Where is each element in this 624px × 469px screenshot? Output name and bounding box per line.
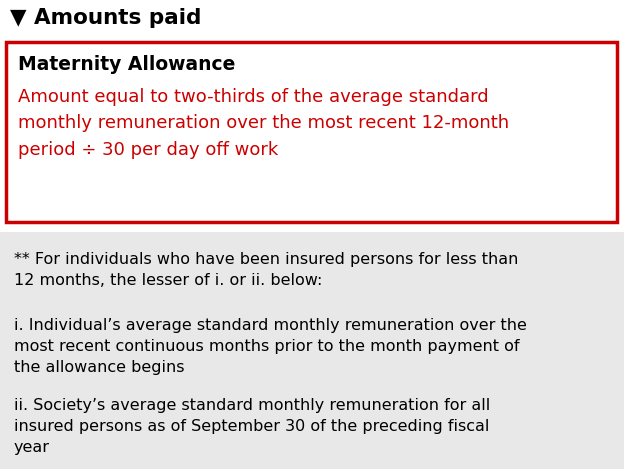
- Text: ** For individuals who have been insured persons for less than
12 months, the le: ** For individuals who have been insured…: [14, 252, 519, 288]
- Text: Amount equal to two-thirds of the average standard
monthly remuneration over the: Amount equal to two-thirds of the averag…: [18, 88, 509, 159]
- Text: Maternity Allowance: Maternity Allowance: [18, 55, 235, 74]
- Text: ii. Society’s average standard monthly remuneration for all
insured persons as o: ii. Society’s average standard monthly r…: [14, 398, 490, 455]
- FancyBboxPatch shape: [0, 232, 624, 469]
- Text: i. Individual’s average standard monthly remuneration over the
most recent conti: i. Individual’s average standard monthly…: [14, 318, 527, 375]
- Text: ▼ Amounts paid: ▼ Amounts paid: [10, 8, 202, 28]
- FancyBboxPatch shape: [6, 42, 617, 222]
